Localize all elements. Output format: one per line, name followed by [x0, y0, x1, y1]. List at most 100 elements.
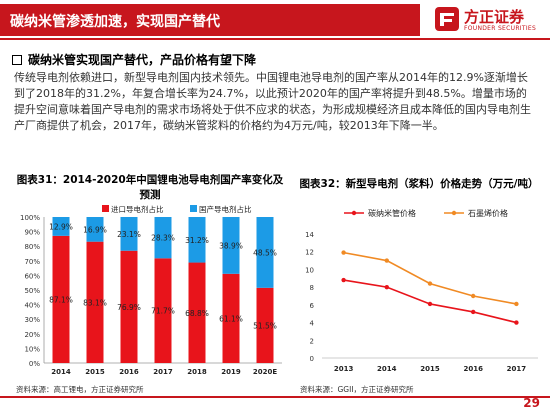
body-paragraph: 传统导电剂依赖进口，新型导电剂国内技术领先。中国锂电池导电剂的国产率从2014年… [14, 71, 531, 132]
x-tick-label: 2017 [153, 368, 173, 376]
header-divider [0, 38, 550, 40]
y-tick-label: 60% [24, 272, 40, 280]
legend-label: 石墨烯价格 [468, 208, 508, 218]
y-tick-label: 40% [24, 302, 40, 310]
x-tick-label: 2014 [377, 365, 397, 373]
cnt-price-point [471, 309, 476, 315]
graphene-price-point [384, 258, 389, 263]
y-tick-label: 0 [310, 355, 314, 363]
legend-marker-graphene [451, 210, 457, 216]
footer-divider [0, 396, 550, 398]
graphene-price-point [514, 301, 519, 307]
legend-marker-cnt [351, 210, 357, 216]
data-label: 51.5% [253, 321, 277, 330]
chart-32-source: 资料来源：GGII，方正证券研究所 [300, 385, 414, 394]
import-bar [52, 235, 70, 363]
import-bar [222, 273, 240, 363]
founder-logo-icon [435, 7, 459, 31]
x-tick-label: 2018 [187, 368, 207, 376]
cnt-price-point [514, 320, 519, 325]
graphene-price-point [427, 281, 433, 286]
domestic-bar [188, 217, 206, 263]
x-tick-label: 2016 [463, 365, 483, 373]
checkbox-bullet-icon [12, 54, 22, 65]
data-label: 87.1% [49, 295, 73, 304]
import-bar [188, 262, 206, 363]
section-heading: 碳纳米管实现国产替代，产品价格有望下降 [12, 51, 256, 68]
y-tick-label: 20% [24, 331, 40, 339]
company-logo: 方正证券 FOUNDER SECURITIES [434, 4, 546, 38]
chart-31-source: 资料来源：高工锂电，方正证券研究所 [16, 385, 144, 394]
x-tick-label: 2016 [119, 368, 139, 376]
cnt-price-point [384, 284, 389, 290]
page-title: 碳纳米管渗透加速，实现国产替代 [10, 14, 220, 30]
y-tick-label: 100% [20, 214, 40, 222]
y-tick-label: 90% [24, 229, 40, 237]
y-tick-label: 8 [310, 284, 314, 292]
y-tick-label: 0% [29, 360, 40, 368]
y-tick-label: 2 [310, 337, 314, 345]
data-label: 23.1% [117, 230, 141, 239]
domestic-bar [222, 217, 240, 274]
legend-label: 进口导电剂占比 [111, 205, 164, 214]
chart-32-title: 图表32：新型导电剂（浆料）价格走势（万元/吨） [294, 176, 544, 191]
import-bar [120, 250, 138, 363]
y-tick-label: 6 [310, 302, 315, 310]
domestic-bar [256, 217, 274, 288]
x-tick-label: 2020E [253, 368, 277, 376]
cnt-price-line [343, 279, 517, 324]
y-tick-label: 12 [305, 249, 314, 257]
domestic-bar [154, 217, 172, 259]
domestic-bar [120, 217, 138, 251]
y-tick-label: 14 [305, 231, 314, 239]
chart-31-title-text: 图表31：2014-2020年中国锂电池导电剂国产率变化及预测 [16, 174, 284, 201]
logo-text-cn: 方正证券 [464, 8, 525, 26]
import-bar [154, 258, 172, 363]
chart-32-line: 0 2 4 6 8 10 12 14 2013 2014 2015 2016 2017 碳纳米管价格 石墨烯… [305, 208, 538, 373]
y-tick-label: 10 [305, 266, 314, 274]
x-tick-label: 2014 [51, 368, 71, 376]
y-tick-label: 70% [24, 258, 40, 266]
chart-31-stacked-bar: 0% 10% 20% 30% 40% 50% 60% 70% 80% 90% 100% 87.1% 12… [20, 205, 282, 376]
data-label: 28.3% [151, 234, 175, 243]
y-tick-label: 50% [24, 287, 40, 295]
logo-text-en: FOUNDER SECURITIES [464, 25, 537, 32]
section-heading-text: 碳纳米管实现国产替代，产品价格有望下降 [28, 53, 257, 67]
data-label: 48.5% [253, 248, 277, 257]
data-label: 31.2% [185, 236, 209, 245]
cnt-price-point [341, 277, 346, 283]
graphene-price-point [471, 293, 476, 299]
data-label: 83.1% [83, 298, 107, 307]
import-bar [86, 241, 104, 363]
chart-32-title-text: 图表32：新型导电剂（浆料）价格走势（万元/吨） [299, 178, 539, 190]
data-label: 12.9% [49, 222, 73, 231]
graphene-price-line [343, 251, 517, 305]
y-tick-label: 4 [310, 320, 315, 328]
legend-swatch-import [102, 205, 109, 212]
legend-swatch-domestic [190, 205, 197, 212]
legend-label: 国产导电剂占比 [199, 205, 252, 214]
data-label: 38.9% [219, 241, 243, 250]
x-tick-label: 2017 [507, 365, 527, 373]
title-bar: 碳纳米管渗透加速，实现国产替代 [0, 4, 420, 36]
data-label: 61.1% [219, 314, 243, 323]
chart-31-title: 图表31：2014-2020年中国锂电池导电剂国产率变化及预测 [14, 172, 286, 202]
cnt-price-point [427, 301, 433, 307]
import-bar [256, 287, 274, 363]
y-tick-label: 10% [24, 345, 40, 353]
x-tick-label: 2019 [221, 368, 241, 376]
domestic-bar [52, 217, 70, 236]
x-tick-label: 2015 [85, 368, 105, 376]
graphene-price-point [341, 250, 346, 255]
x-tick-label: 2015 [420, 365, 440, 373]
data-label: 71.7% [151, 307, 175, 316]
data-label: 16.9% [83, 225, 107, 234]
domestic-bar [86, 217, 104, 242]
y-tick-label: 30% [24, 316, 40, 324]
page-number: 29 [523, 396, 540, 410]
data-label: 68.8% [185, 309, 209, 318]
header: 碳纳米管渗透加速，实现国产替代 方正证券 FOUNDER SECURITIES [0, 0, 550, 40]
y-tick-label: 80% [24, 243, 40, 251]
data-label: 76.9% [117, 303, 141, 312]
x-tick-label: 2013 [334, 365, 354, 373]
